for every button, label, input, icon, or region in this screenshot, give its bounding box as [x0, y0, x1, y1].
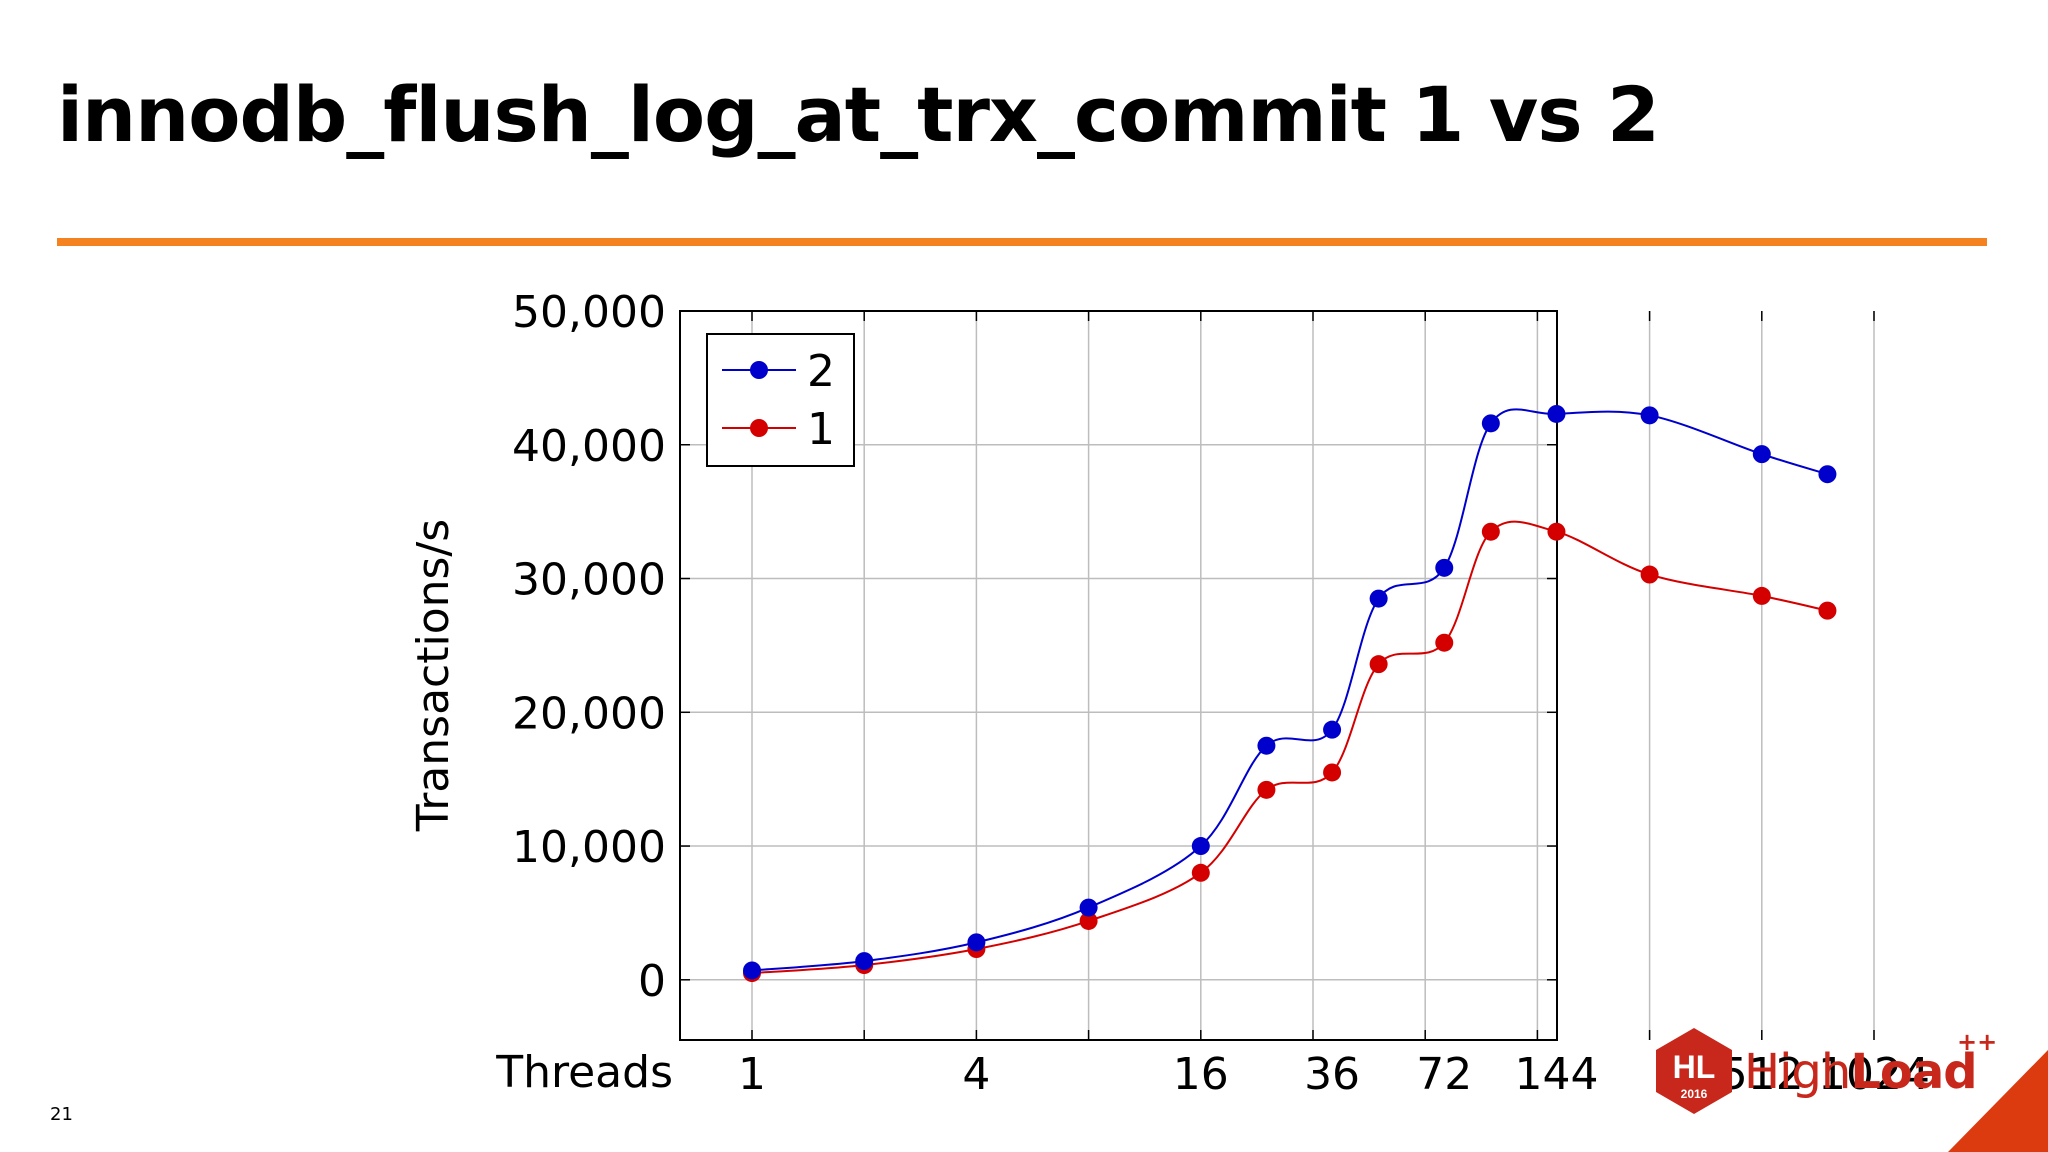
- data-point-series-2: [1079, 898, 1098, 917]
- x-tick-label: 72: [1416, 1049, 1472, 1100]
- x-tick-label: 1024: [1818, 1049, 1930, 1100]
- x-tick-label: 4: [962, 1049, 990, 1100]
- plot-frame: [679, 310, 1558, 1041]
- legend-label-2: 2: [807, 346, 835, 397]
- data-point-series-2: [743, 961, 761, 980]
- y-axis-label: Transactions/s: [408, 519, 459, 832]
- x-tick-label: 16: [1173, 1049, 1229, 1100]
- data-point-series-1: [1640, 565, 1659, 584]
- title-underline: [57, 238, 1987, 246]
- data-point-series-2: [967, 933, 986, 952]
- x-axis-label: Threads: [495, 1047, 673, 1098]
- x-tick-label: 1: [738, 1049, 766, 1100]
- logo-wordmark: HighLoad: [1744, 1044, 1978, 1100]
- data-point-series-2: [1640, 406, 1659, 425]
- y-tick-label: 50,000: [512, 287, 666, 338]
- data-point-series-1: [1191, 863, 1210, 882]
- hexagon-badge-icon: HL 2016: [1656, 1028, 1732, 1114]
- data-point-series-2: [1323, 720, 1342, 739]
- data-point-series-2: [1547, 404, 1566, 423]
- data-point-series-1: [1752, 586, 1771, 605]
- data-point-series-2: [1818, 465, 1837, 484]
- data-point-series-1: [1818, 601, 1837, 620]
- y-tick-label: 0: [638, 956, 666, 1007]
- series-line-1: [751, 520, 1828, 975]
- y-tick-label: 40,000: [512, 421, 666, 472]
- x-tick-label: 144: [1514, 1049, 1598, 1100]
- corner-triangle: [1948, 1050, 2048, 1152]
- x-tick-label: 36: [1304, 1049, 1360, 1100]
- legend-label-1: 1: [807, 404, 835, 455]
- data-point-series-2: [855, 952, 874, 971]
- badge-text: HL: [1673, 1049, 1716, 1085]
- badge-year: 2016: [1681, 1087, 1708, 1101]
- y-tick-label: 10,000: [512, 822, 666, 873]
- page-number: 21: [50, 1104, 73, 1125]
- data-point-series-2: [1435, 558, 1454, 577]
- x-tick-label: 512: [1720, 1049, 1804, 1100]
- slide-title: innodb_flush_log_at_trx_commit 1 vs 2: [57, 70, 1660, 159]
- data-point-series-1: [1547, 522, 1566, 541]
- data-point-series-2: [1257, 736, 1276, 755]
- data-point-series-1: [1079, 911, 1098, 930]
- legend-box: [706, 333, 855, 467]
- legend-marker-2: [750, 361, 768, 379]
- legend-marker-1: [750, 419, 768, 437]
- y-tick-label: 30,000: [512, 555, 666, 606]
- data-point-series-2: [1191, 837, 1210, 856]
- data-point-series-1: [1257, 780, 1276, 799]
- data-point-series-1: [1369, 655, 1388, 674]
- data-point-series-2: [1752, 445, 1771, 464]
- data-point-series-1: [1323, 763, 1342, 782]
- data-point-series-2: [1481, 414, 1500, 433]
- logo-word-high: High: [1744, 1044, 1851, 1100]
- y-tick-label: 20,000: [512, 688, 666, 739]
- data-point-series-1: [1435, 633, 1454, 652]
- data-point-series-2: [1369, 589, 1388, 608]
- series-line-2: [751, 408, 1828, 972]
- data-point-series-1: [1481, 522, 1500, 541]
